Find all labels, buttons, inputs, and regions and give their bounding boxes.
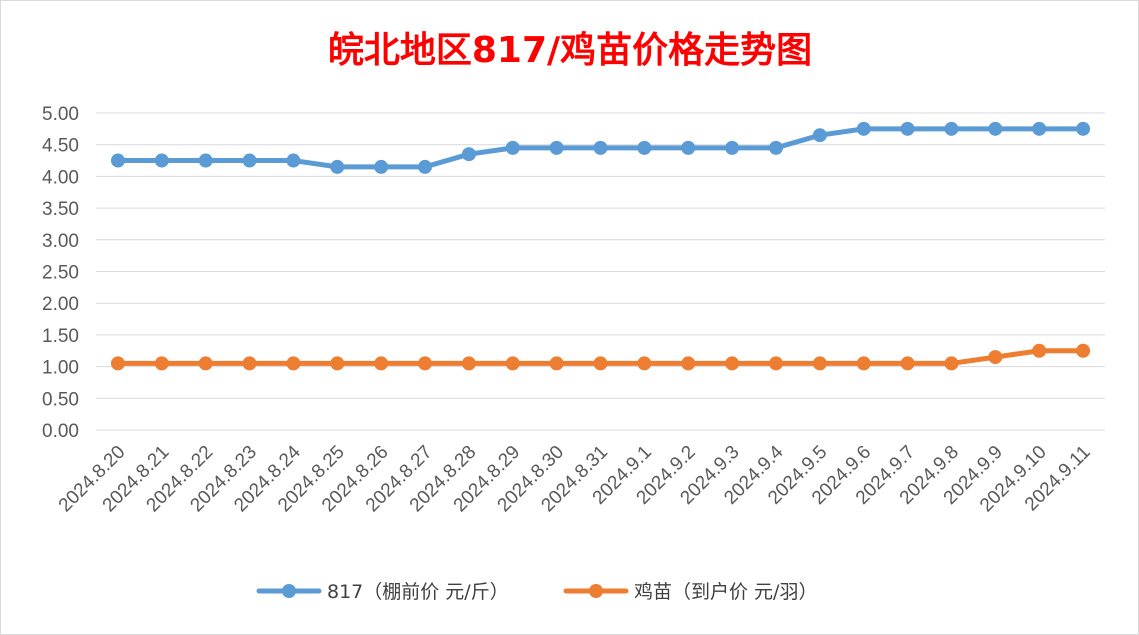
data-point [418, 159, 433, 174]
legend-item: 817（棚前价 元/斤） [256, 581, 509, 603]
series-0 [110, 121, 1091, 174]
data-point [637, 356, 652, 371]
data-point [242, 153, 257, 168]
y-tick-label: 4.50 [42, 136, 79, 157]
data-point [681, 356, 696, 371]
legend-marker [282, 584, 296, 598]
x-axis-ticks: 2024.8.202024.8.212024.8.222024.8.232024… [55, 441, 1095, 516]
data-point [637, 140, 652, 155]
data-point [154, 356, 169, 371]
data-point [330, 356, 345, 371]
data-point [549, 140, 564, 155]
y-tick-label: 0.00 [42, 421, 79, 442]
data-point [198, 356, 213, 371]
series-lines [110, 121, 1091, 371]
data-point [1032, 121, 1047, 136]
data-point [242, 356, 257, 371]
data-point [988, 121, 1003, 136]
data-point [856, 356, 871, 371]
data-point [812, 128, 827, 143]
data-point [1076, 343, 1091, 358]
data-point [110, 356, 125, 371]
y-tick-label: 4.00 [42, 167, 79, 188]
data-point [505, 140, 520, 155]
data-point [725, 140, 740, 155]
data-point [374, 356, 389, 371]
data-point [812, 356, 827, 371]
data-point [768, 356, 783, 371]
data-point [768, 140, 783, 155]
data-point [461, 147, 476, 162]
data-point [593, 140, 608, 155]
data-point [198, 153, 213, 168]
legend-marker [589, 584, 603, 598]
data-point [856, 121, 871, 136]
y-tick-label: 1.00 [42, 358, 79, 379]
y-tick-label: 2.50 [42, 263, 79, 284]
data-point [374, 159, 389, 174]
data-point [286, 356, 301, 371]
data-point [900, 356, 915, 371]
data-point [418, 356, 433, 371]
data-point [900, 121, 915, 136]
y-axis-ticks: 5.00 4.50 4.00 3.50 3.00 2.50 2.00 1.50 1.00 0.50… [42, 104, 79, 442]
data-point [593, 356, 608, 371]
chart-title: 皖北地区817/鸡苗价格走势图 [328, 30, 812, 71]
data-point [1076, 121, 1091, 136]
data-point [1032, 343, 1047, 358]
data-point [988, 350, 1003, 365]
y-tick-label: 2.00 [42, 294, 79, 315]
data-point [330, 159, 345, 174]
data-point [944, 356, 959, 371]
legend-label: 817（棚前价 元/斤） [327, 581, 509, 603]
data-point [725, 356, 740, 371]
y-tick-label: 0.50 [42, 389, 79, 410]
legend-label: 鸡苗（到户价 元/羽） [634, 581, 817, 603]
data-point [505, 356, 520, 371]
series-1 [110, 343, 1091, 371]
legend-item: 鸡苗（到户价 元/羽） [563, 581, 817, 603]
y-tick-label: 1.50 [42, 326, 79, 347]
y-tick-label: 3.50 [42, 199, 79, 220]
data-point [110, 153, 125, 168]
y-tick-label: 5.00 [42, 104, 79, 125]
data-point [286, 153, 301, 168]
y-tick-label: 3.00 [42, 231, 79, 252]
data-point [944, 121, 959, 136]
data-point [549, 356, 564, 371]
legend: 817（棚前价 元/斤） 鸡苗（到户价 元/羽） [256, 581, 817, 603]
data-point [681, 140, 696, 155]
data-point [154, 153, 169, 168]
data-point [461, 356, 476, 371]
